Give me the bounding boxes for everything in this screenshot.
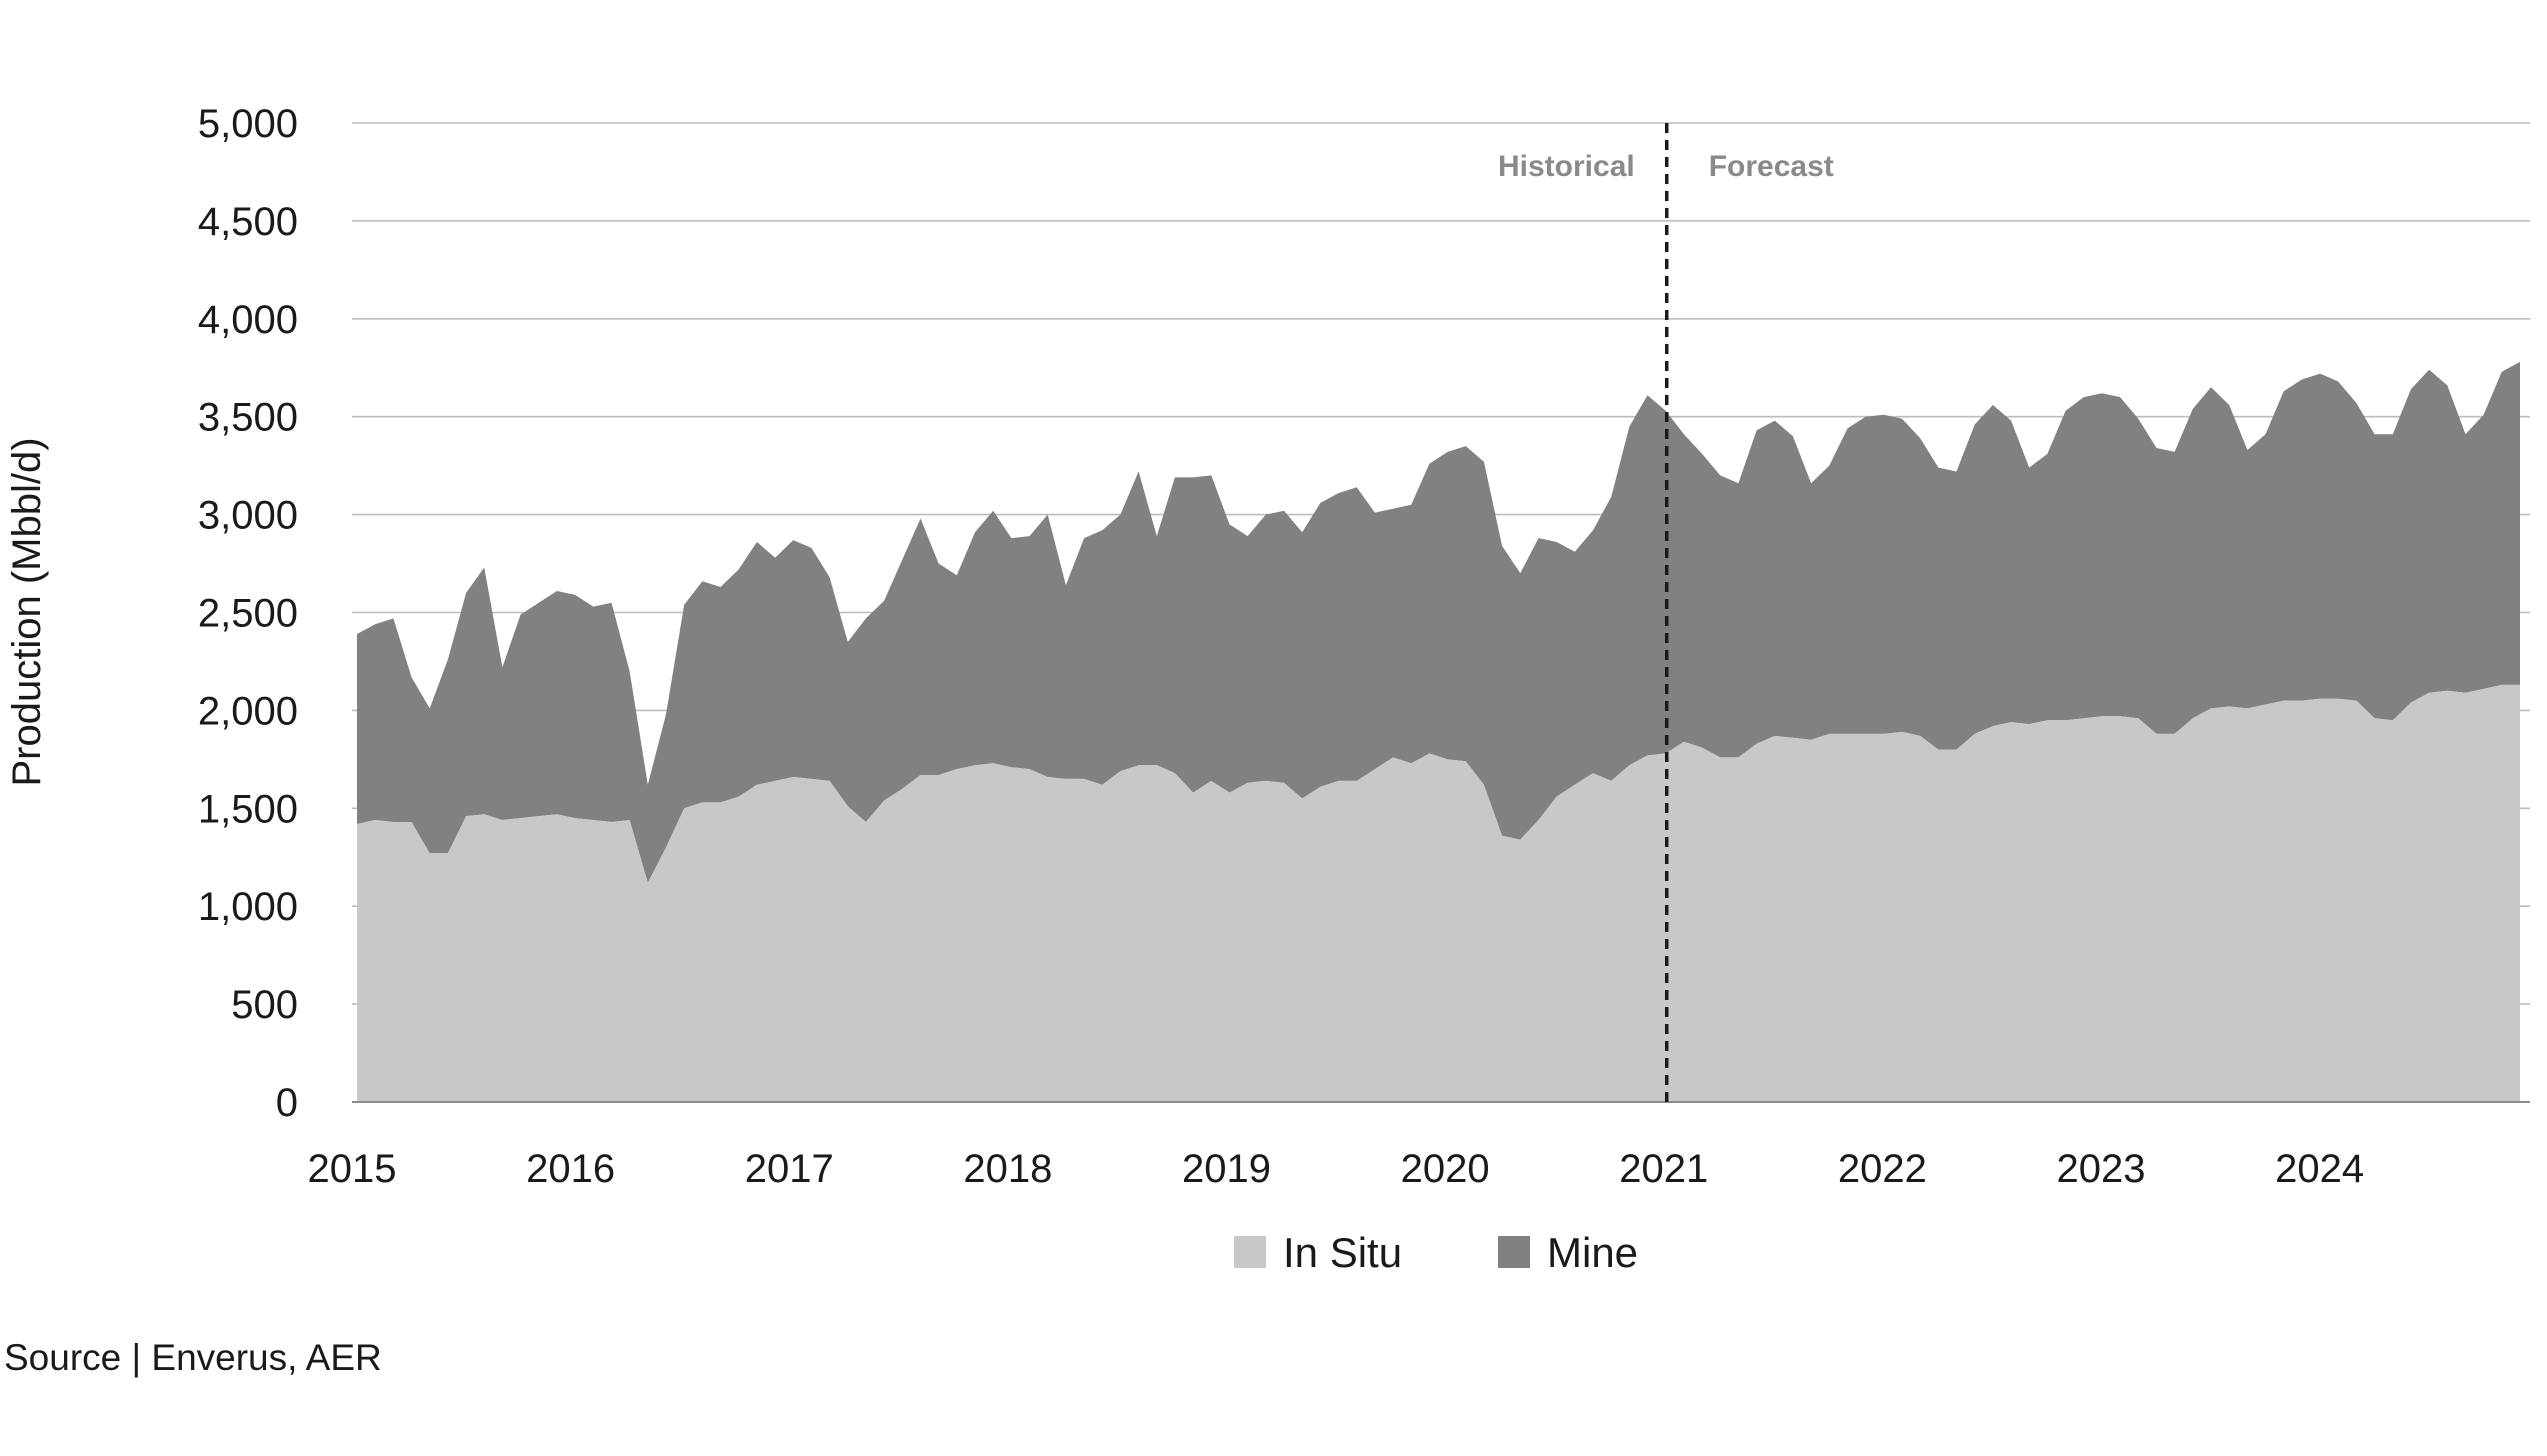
- y-tick-label: 3,500: [198, 396, 298, 440]
- y-axis-label: Production (Mbbl/d): [5, 437, 49, 786]
- y-tick-label: 3,000: [198, 494, 298, 538]
- y-tick-label: 0: [276, 1081, 298, 1125]
- forecast-label: Forecast: [1709, 150, 1834, 183]
- y-tick-label: 1,500: [198, 787, 298, 831]
- y-tick-label: 4,000: [198, 298, 298, 342]
- x-tick-label: 2015: [308, 1147, 397, 1191]
- y-tick-label: 500: [231, 983, 298, 1027]
- area-series-layer: [357, 361, 2520, 1102]
- x-tick-label: 2022: [1838, 1147, 1927, 1191]
- forecast-divider: Historical Forecast: [1498, 123, 1834, 1102]
- legend-swatch-in-situ: [1234, 1236, 1266, 1268]
- legend-label-in-situ: In Situ: [1283, 1229, 1402, 1276]
- legend: In Situ Mine: [1234, 1229, 1638, 1276]
- x-tick-label: 2018: [963, 1147, 1052, 1191]
- x-tick-label: 2024: [2275, 1147, 2364, 1191]
- legend-label-mine: Mine: [1547, 1229, 1638, 1276]
- y-tick-label: 1,000: [198, 885, 298, 929]
- area-mine: [357, 361, 2520, 883]
- x-tick-label: 2023: [2056, 1147, 2145, 1191]
- x-tick-label: 2016: [526, 1147, 615, 1191]
- x-tick-label: 2019: [1182, 1147, 1271, 1191]
- area-in-situ: [357, 684, 2520, 1102]
- axes: 0 500 1,000 1,500 2,000 2,500 3,000 3,500 4,000 4…: [198, 102, 2530, 1191]
- y-tick-label: 4,500: [198, 200, 298, 244]
- historical-label: Historical: [1498, 150, 1635, 183]
- source-note: Source | Enverus, AER: [4, 1337, 382, 1378]
- y-tick-label: 2,500: [198, 592, 298, 636]
- x-tick-label: 2020: [1401, 1147, 1490, 1191]
- x-tick-label: 2017: [745, 1147, 834, 1191]
- x-tick-label: 2021: [1619, 1147, 1708, 1191]
- y-tick-label: 2,000: [198, 689, 298, 733]
- legend-swatch-mine: [1498, 1236, 1530, 1268]
- y-tick-label: 5,000: [198, 102, 298, 146]
